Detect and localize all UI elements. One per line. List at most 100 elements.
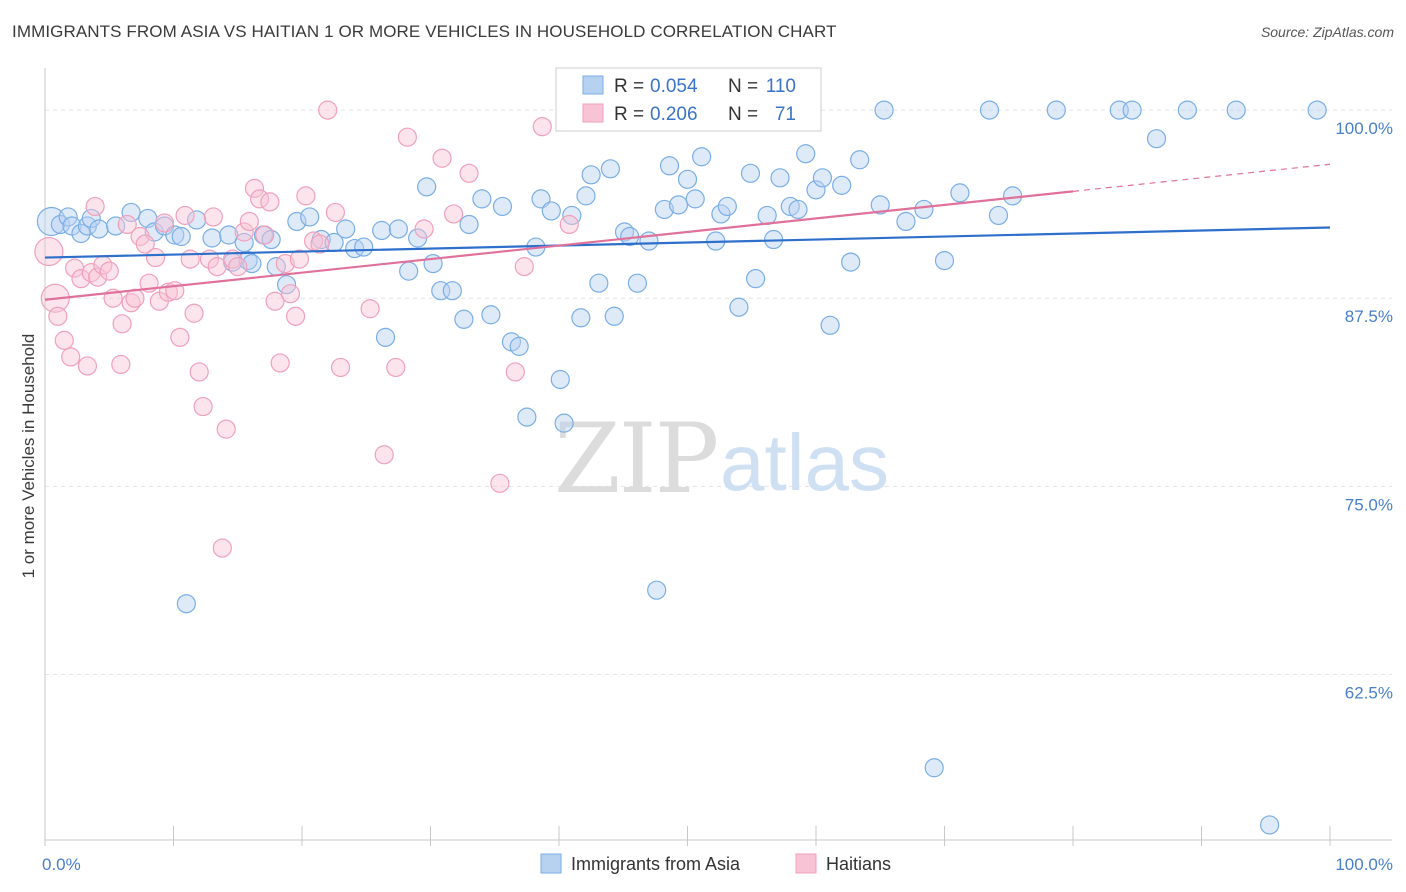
data-point xyxy=(509,336,529,356)
data-point xyxy=(260,192,280,212)
legend-n-label-asia: N = xyxy=(728,76,758,97)
data-point xyxy=(604,306,624,326)
data-point xyxy=(576,186,596,206)
data-point xyxy=(228,257,248,277)
data-point xyxy=(1046,100,1066,120)
data-point xyxy=(1307,100,1327,120)
y-tick-label: 87.5% xyxy=(1345,307,1393,326)
data-point xyxy=(442,281,462,301)
trend-lines xyxy=(44,163,1331,301)
data-point xyxy=(184,303,204,323)
data-point xyxy=(677,169,698,189)
legend-swatch-haitians xyxy=(582,103,604,123)
data-point xyxy=(685,189,705,209)
data-point xyxy=(472,189,492,209)
y-tick-label: 62.5% xyxy=(1345,683,1393,702)
data-point xyxy=(914,199,934,220)
data-point xyxy=(202,228,222,248)
data-point xyxy=(397,127,417,147)
data-point xyxy=(532,117,552,137)
data-point xyxy=(88,267,108,287)
data-point xyxy=(600,159,621,179)
data-point xyxy=(659,156,680,176)
series-points-haitians xyxy=(34,100,579,558)
data-point xyxy=(796,144,816,164)
data-point xyxy=(717,196,737,217)
data-point xyxy=(514,257,534,277)
data-point xyxy=(627,273,647,293)
data-point xyxy=(806,180,826,200)
data-point xyxy=(112,314,132,334)
data-point xyxy=(99,261,119,281)
data-point xyxy=(310,234,330,254)
data-point xyxy=(481,305,501,325)
data-point xyxy=(459,163,479,183)
data-point xyxy=(354,237,374,257)
data-point xyxy=(219,225,239,245)
x-tick-label-max: 100.0% xyxy=(1335,855,1393,874)
watermark-atlas: atlas xyxy=(720,418,889,507)
data-point xyxy=(374,445,394,465)
data-point xyxy=(554,413,574,433)
legend-swatch-asia xyxy=(582,75,604,95)
stats-legend: R = 0.054 N = 110 R = 0.206 N = 71 xyxy=(555,67,822,132)
grid-lines xyxy=(45,109,1392,675)
watermark-zip: ZIP xyxy=(554,403,717,515)
data-point xyxy=(289,249,310,269)
legend-n-value-haitians: 71 xyxy=(775,104,796,125)
data-point xyxy=(841,252,861,272)
legend-r-label-haitians: R = xyxy=(614,104,644,125)
data-point xyxy=(193,396,213,417)
data-point xyxy=(1003,186,1023,206)
data-point xyxy=(255,225,275,245)
data-point xyxy=(117,214,137,235)
data-point xyxy=(874,100,894,120)
data-point xyxy=(1146,129,1167,149)
data-point xyxy=(492,196,513,217)
source-label: Source: ZipAtlas.com xyxy=(1260,24,1394,40)
trend-line-asia xyxy=(44,226,1331,259)
data-point xyxy=(386,357,406,378)
data-point xyxy=(212,538,232,558)
data-point xyxy=(668,195,689,215)
data-point xyxy=(490,473,510,493)
x-tick-label-min: 0.0% xyxy=(42,855,81,874)
data-point xyxy=(176,594,196,614)
axes xyxy=(44,68,1392,846)
legend-r-value-haitians: 0.206 xyxy=(650,104,698,125)
data-point xyxy=(729,297,749,317)
data-point xyxy=(77,356,98,376)
y-tick-labels: 62.5% 75.0% 87.5% 100.0% xyxy=(1335,119,1393,702)
data-point xyxy=(61,347,81,367)
x-tick-labels: 0.0% 100.0% xyxy=(42,855,1393,874)
data-point xyxy=(571,308,591,328)
data-point xyxy=(375,327,396,347)
data-point xyxy=(1122,100,1142,120)
data-point xyxy=(325,202,346,223)
data-point xyxy=(111,354,131,375)
legend-n-value-asia: 110 xyxy=(766,76,796,97)
data-point xyxy=(505,362,525,382)
data-point xyxy=(300,207,320,227)
data-point xyxy=(71,269,91,289)
data-point xyxy=(372,220,392,241)
y-tick-label: 100.0% xyxy=(1335,119,1393,138)
trend-line-haitians xyxy=(44,190,1074,301)
data-point xyxy=(216,419,236,439)
data-point xyxy=(541,201,561,221)
data-point xyxy=(950,183,970,203)
data-point xyxy=(740,163,761,183)
data-point xyxy=(757,205,777,226)
data-point xyxy=(870,195,890,215)
data-point xyxy=(187,210,207,230)
data-point xyxy=(285,306,306,326)
data-point xyxy=(318,100,338,120)
data-point xyxy=(336,219,356,239)
data-point xyxy=(154,213,175,233)
data-point xyxy=(692,147,712,167)
data-point xyxy=(459,214,479,235)
data-point xyxy=(330,357,351,378)
series-legend: Immigrants from Asia Haitians xyxy=(540,853,891,874)
data-point xyxy=(1177,100,1197,120)
